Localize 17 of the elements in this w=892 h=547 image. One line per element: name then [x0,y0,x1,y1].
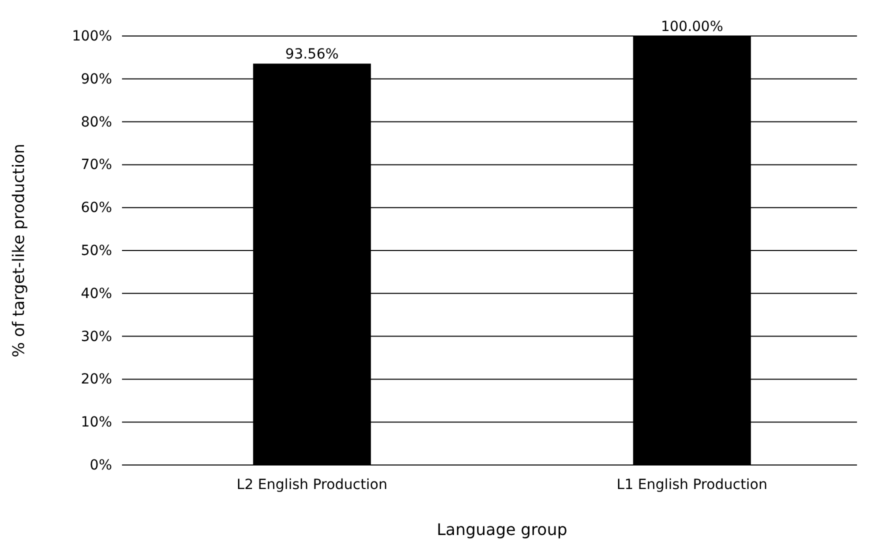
x-axis-title: Language group [436,520,568,539]
data-label: 93.56% [285,46,339,63]
y-tick-label: 0% [90,457,112,474]
x-tick-label: L2 English Production [236,476,388,493]
x-tick-label: L1 English Production [616,476,768,493]
y-tick-label: 90% [80,71,112,88]
y-axis-title: % of target-like production [9,144,28,358]
y-tick-label: 60% [80,200,112,216]
data-label: 100.00% [660,19,724,35]
y-tick-label: 100% [72,28,112,44]
y-tick-label: 30% [80,328,112,345]
y-tick-label: 80% [80,114,112,130]
y-tick-label: 50% [80,242,112,259]
y-tick-label: 20% [80,372,112,388]
y-tick-label: 10% [80,414,112,431]
y-tick-label: 40% [80,286,112,302]
y-tick-label: 70% [80,157,112,174]
